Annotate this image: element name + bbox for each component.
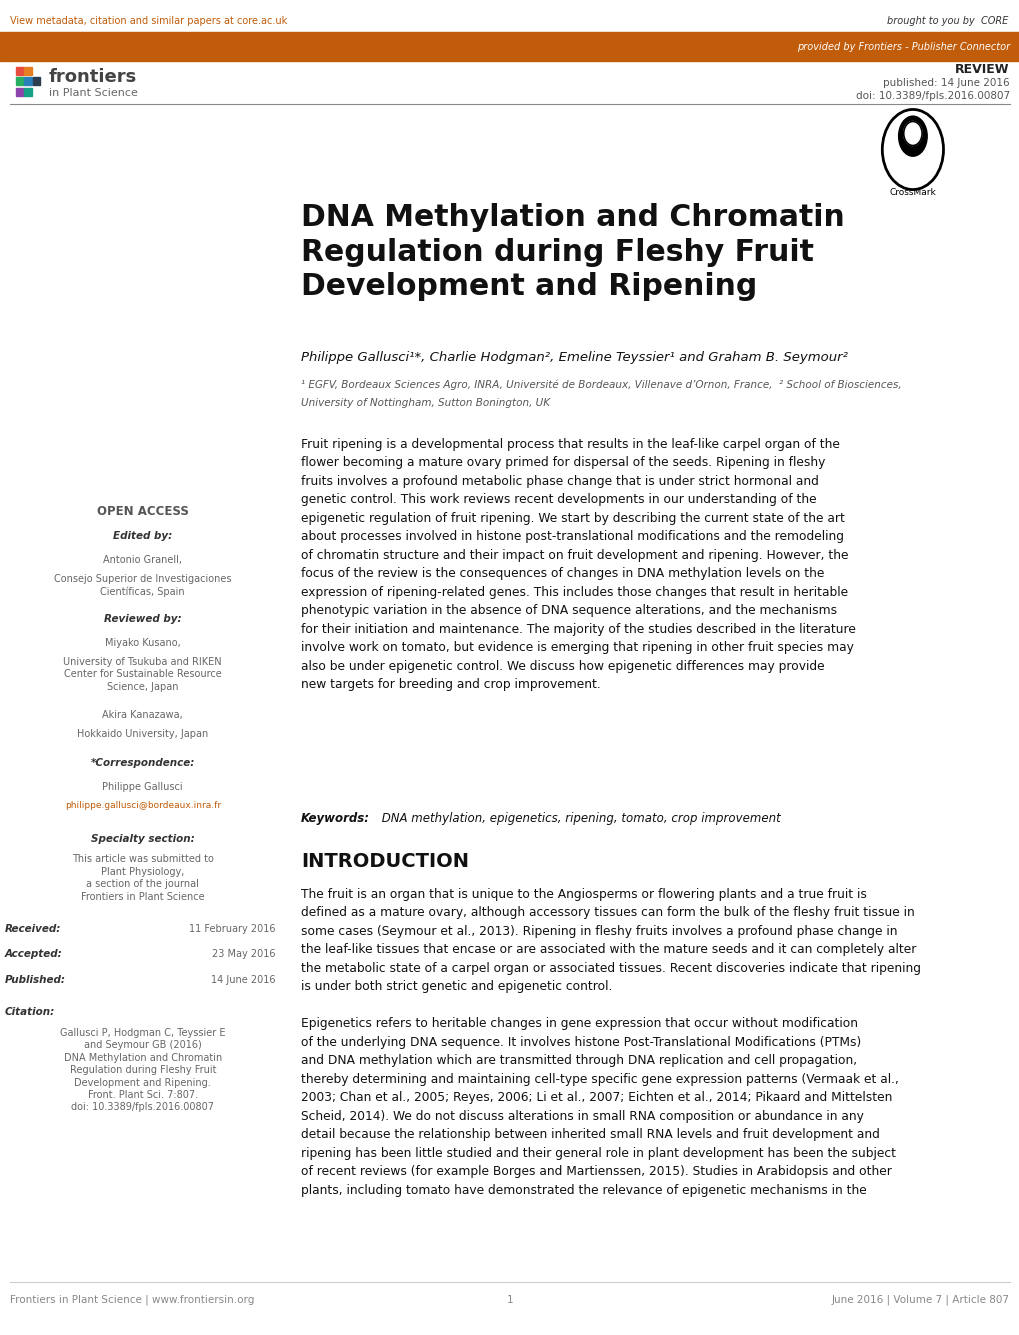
Text: The fruit is an organ that is unique to the Angiosperms or flowering plants and : The fruit is an organ that is unique to … (301, 888, 920, 1196)
Text: brought to you by  CORE: brought to you by CORE (887, 16, 1008, 27)
Text: DNA methylation, epigenetics, ripening, tomato, crop improvement: DNA methylation, epigenetics, ripening, … (378, 812, 781, 825)
Text: Edited by:: Edited by: (113, 531, 172, 541)
Text: 1: 1 (506, 1295, 513, 1304)
Text: Received:: Received: (5, 924, 61, 933)
Text: Published:: Published: (5, 975, 66, 984)
Bar (33, 77, 40, 85)
Text: OPEN ACCESS: OPEN ACCESS (97, 505, 189, 518)
Ellipse shape (903, 121, 921, 146)
Text: DNA Methylation and Chromatin
Regulation during Fleshy Fruit
Development and Rip: DNA Methylation and Chromatin Regulation… (301, 203, 844, 302)
Bar (0, 32, 1019, 61)
Text: Philippe Gallusci: Philippe Gallusci (102, 782, 183, 792)
Text: Specialty section:: Specialty section: (91, 834, 195, 844)
Bar (24, 67, 32, 75)
Text: 14 June 2016: 14 June 2016 (211, 975, 275, 984)
Text: Miyako Kusano,: Miyako Kusano, (105, 638, 180, 647)
Bar (16, 77, 23, 85)
Text: 11 February 2016: 11 February 2016 (189, 924, 275, 933)
Text: in Plant Science: in Plant Science (49, 88, 138, 99)
Text: REVIEW: REVIEW (955, 63, 1009, 76)
Text: CrossMark: CrossMark (889, 188, 935, 196)
Bar (24, 88, 32, 96)
Text: *Correspondence:: *Correspondence: (91, 758, 195, 768)
Text: frontiers: frontiers (49, 68, 138, 87)
Text: View metadata, citation and similar papers at core.ac.uk: View metadata, citation and similar pape… (10, 16, 287, 27)
Bar (24, 77, 32, 85)
Text: Antonio Granell,: Antonio Granell, (103, 555, 182, 565)
Ellipse shape (898, 116, 926, 156)
Text: Accepted:: Accepted: (5, 949, 63, 959)
Text: Consejo Superior de Investigaciones
Científicas, Spain: Consejo Superior de Investigaciones Cien… (54, 574, 231, 597)
Text: University of Nottingham, Sutton Bonington, UK: University of Nottingham, Sutton Boningt… (301, 398, 549, 407)
Text: published: 14 June 2016: published: 14 June 2016 (882, 77, 1009, 88)
Text: INTRODUCTION: INTRODUCTION (301, 852, 469, 870)
Text: doi: 10.3389/fpls.2016.00807: doi: 10.3389/fpls.2016.00807 (855, 91, 1009, 101)
Text: Frontiers in Plant Science | www.frontiersin.org: Frontiers in Plant Science | www.frontie… (10, 1295, 255, 1306)
Text: Citation:: Citation: (5, 1007, 55, 1016)
Text: 23 May 2016: 23 May 2016 (212, 949, 275, 959)
Text: provided by Frontiers - Publisher Connector: provided by Frontiers - Publisher Connec… (796, 41, 1009, 52)
Text: Reviewed by:: Reviewed by: (104, 614, 181, 623)
Text: University of Tsukuba and RIKEN
Center for Sustainable Resource
Science, Japan: University of Tsukuba and RIKEN Center f… (63, 657, 222, 692)
Text: ¹ EGFV, Bordeaux Sciences Agro, INRA, Université de Bordeaux, Villenave d’Ornon,: ¹ EGFV, Bordeaux Sciences Agro, INRA, Un… (301, 379, 901, 390)
Text: Fruit ripening is a developmental process that results in the leaf-like carpel o: Fruit ripening is a developmental proces… (301, 438, 855, 692)
Text: June 2016 | Volume 7 | Article 807: June 2016 | Volume 7 | Article 807 (830, 1295, 1009, 1306)
Text: Akira Kanazawa,: Akira Kanazawa, (102, 710, 183, 720)
Bar (16, 67, 23, 75)
Bar (16, 88, 23, 96)
Text: philippe.gallusci@bordeaux.inra.fr: philippe.gallusci@bordeaux.inra.fr (64, 801, 221, 810)
Text: Philippe Gallusci¹*, Charlie Hodgman², Emeline Teyssier¹ and Graham B. Seymour²: Philippe Gallusci¹*, Charlie Hodgman², E… (301, 351, 847, 364)
Text: Gallusci P, Hodgman C, Teyssier E
and Seymour GB (2016)
DNA Methylation and Chro: Gallusci P, Hodgman C, Teyssier E and Se… (60, 1028, 225, 1112)
Text: This article was submitted to
Plant Physiology,
a section of the journal
Frontie: This article was submitted to Plant Phys… (71, 854, 214, 901)
Text: Keywords:: Keywords: (301, 812, 370, 825)
Text: Hokkaido University, Japan: Hokkaido University, Japan (77, 729, 208, 738)
